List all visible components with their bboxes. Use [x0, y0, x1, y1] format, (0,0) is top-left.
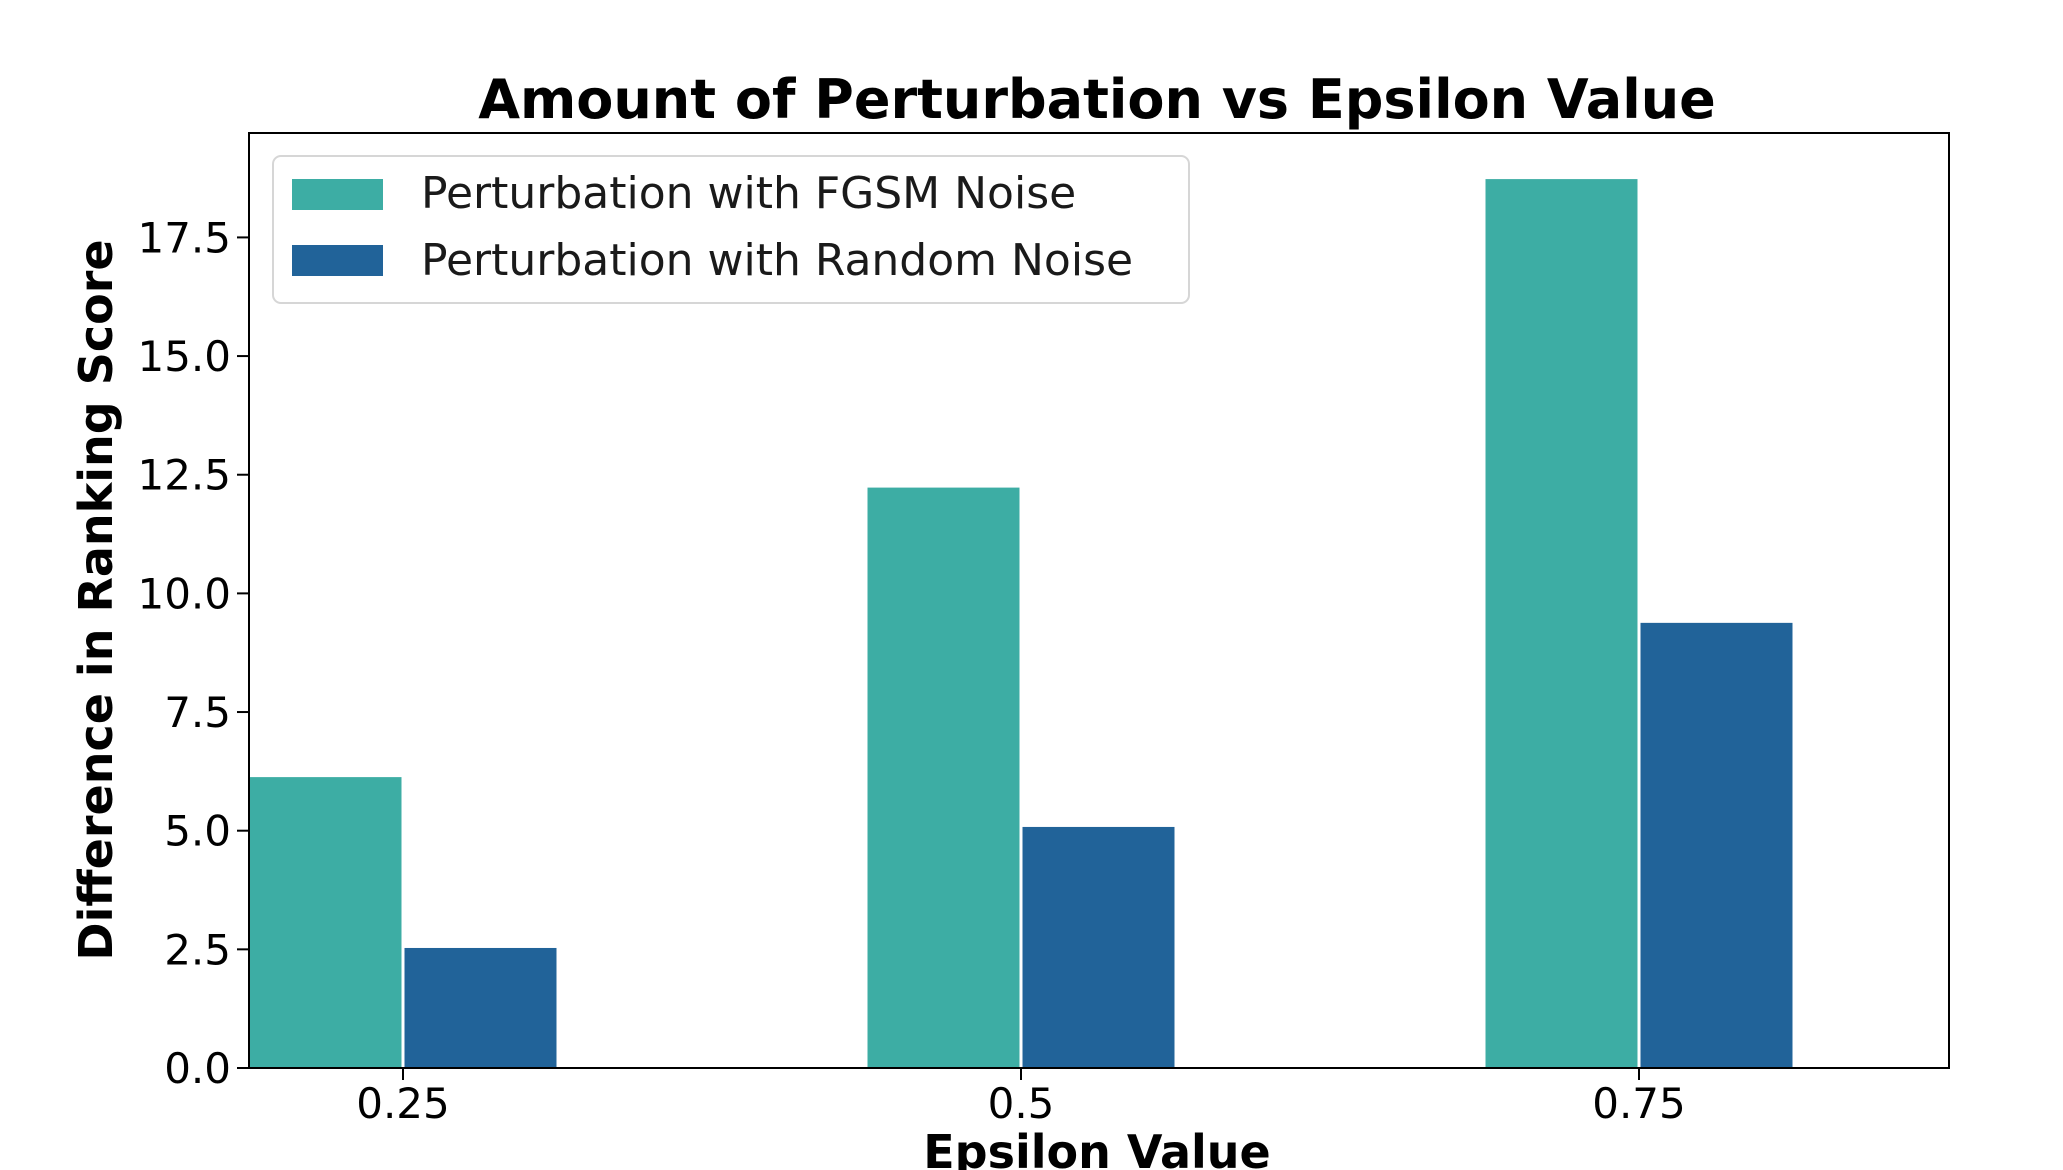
bar-random-0.25	[402, 945, 559, 1070]
legend-swatch-random	[292, 245, 383, 276]
legend-label-fgsm: Perturbation with FGSM Noise	[421, 168, 1076, 219]
y-axis-label: Difference in Ranking Score	[69, 239, 123, 960]
legend-label-random: Perturbation with Random Noise	[421, 235, 1133, 286]
bar-random-0.5	[1020, 824, 1177, 1069]
x-axis-label: Epsilon Value	[923, 1125, 1270, 1170]
y-tick-label: 7.5	[164, 688, 231, 737]
x-axis-ticks: 0.25 0.5 0.75	[356, 1068, 1686, 1128]
y-tick-label: 0.0	[164, 1044, 231, 1093]
x-tick-label: 0.25	[356, 1079, 450, 1128]
legend-swatch-fgsm	[292, 179, 383, 210]
y-tick-label: 12.5	[137, 451, 231, 500]
chart-title: Amount of Perturbation vs Epsilon Value	[478, 68, 1716, 131]
y-tick-label: 2.5	[164, 925, 231, 974]
legend: Perturbation with FGSM Noise Perturbatio…	[272, 155, 1190, 304]
y-tick-label: 17.5	[137, 213, 231, 262]
bar-fgsm-0.5	[865, 485, 1022, 1069]
bar-random-0.75	[1638, 620, 1795, 1069]
plot-frame	[248, 132, 1950, 1069]
x-tick-label: 0.75	[1592, 1079, 1686, 1128]
bar-fgsm-0.75	[1483, 177, 1640, 1070]
bars-layer	[247, 177, 1795, 1070]
bar-fgsm-0.25	[247, 775, 404, 1069]
x-tick-label: 0.5	[988, 1079, 1055, 1128]
legend-box	[272, 155, 1190, 304]
y-tick-label: 10.0	[137, 569, 231, 618]
y-axis-ticks: 0.0 2.5 5.0 7.5 10.0 12.5 15.0 17.5	[137, 213, 249, 1093]
y-tick-label: 15.0	[137, 332, 231, 381]
y-tick-label: 5.0	[164, 807, 231, 856]
